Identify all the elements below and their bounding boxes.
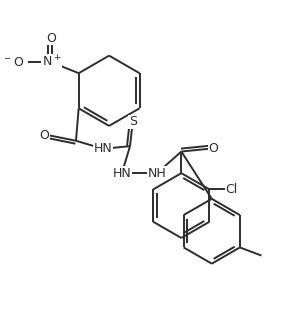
Text: O: O	[39, 129, 49, 142]
Text: Cl: Cl	[226, 183, 238, 196]
Text: HN: HN	[113, 167, 131, 180]
Text: O: O	[47, 32, 57, 44]
Text: NH: NH	[148, 167, 166, 180]
Text: N$^+$: N$^+$	[42, 55, 61, 70]
Text: S: S	[129, 115, 137, 128]
Text: O: O	[208, 142, 218, 155]
Text: HN: HN	[94, 142, 112, 155]
Text: $^-$O: $^-$O	[2, 56, 25, 69]
